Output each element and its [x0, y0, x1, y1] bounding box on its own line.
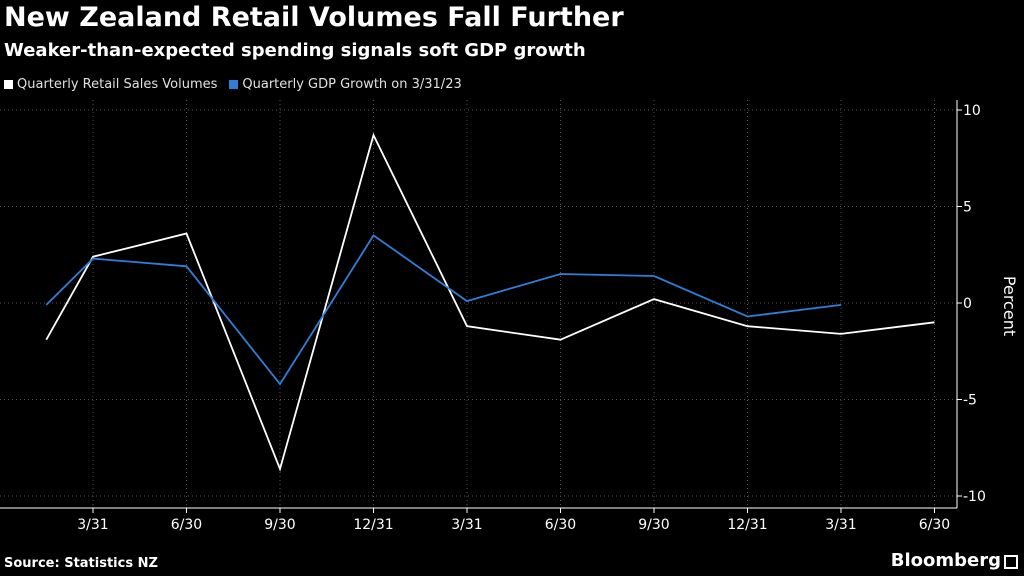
y-axis-label: Percent: [1000, 276, 1019, 336]
legend-swatch-retail: [4, 80, 13, 89]
chart-title: New Zealand Retail Volumes Fall Further: [4, 2, 624, 33]
legend: Quarterly Retail Sales Volumes Quarterly…: [4, 77, 474, 92]
x-tick-label: 9/30: [264, 517, 295, 533]
y-tick-label: 0: [963, 296, 972, 312]
axis-layer: 3/31 6/30 9/30 12/31 3/31 6/30 9/30 12/31 3/31 6/…: [0, 100, 986, 533]
x-tick-label: 3/31: [451, 517, 482, 533]
legend-label-gdp: Quarterly GDP Growth on 3/31/23: [242, 77, 462, 92]
x-tick-label: 3/31: [825, 517, 856, 533]
x-tick-label: 6/30: [545, 517, 576, 533]
series-layer: [45, 132, 935, 472]
legend-swatch-gdp: [229, 80, 239, 89]
x-tick-label: 9/30: [638, 517, 669, 533]
x-tick-label: 12/31: [353, 517, 393, 533]
y-tick-label: 5: [963, 200, 972, 216]
x-tick-label: 3/31: [77, 517, 108, 533]
source-note: Source: Statistics NZ: [4, 556, 158, 571]
grid-layer: [0, 100, 957, 506]
chart-subtitle: Weaker-than-expected spending signals so…: [4, 40, 586, 61]
brand-logo: Bloomberg: [891, 550, 1018, 571]
y-tick-label: 10: [963, 103, 981, 119]
series-line-retail-sales: [45, 132, 935, 472]
legend-item-retail: Quarterly Retail Sales Volumes: [4, 77, 217, 92]
legend-label-retail: Quarterly Retail Sales Volumes: [17, 77, 218, 92]
x-tick-label: 6/30: [919, 517, 950, 533]
brand-name: Bloomberg: [890, 550, 1001, 571]
brand-square-icon: [1004, 554, 1018, 569]
x-tick-label: 12/31: [727, 517, 767, 533]
series-line-gdp-growth: [45, 234, 842, 386]
y-tick-label: -10: [963, 489, 986, 505]
x-tick-label: 6/30: [171, 517, 202, 533]
y-tick-label: -5: [963, 393, 977, 409]
legend-item-gdp: Quarterly GDP Growth on 3/31/23: [229, 77, 462, 92]
